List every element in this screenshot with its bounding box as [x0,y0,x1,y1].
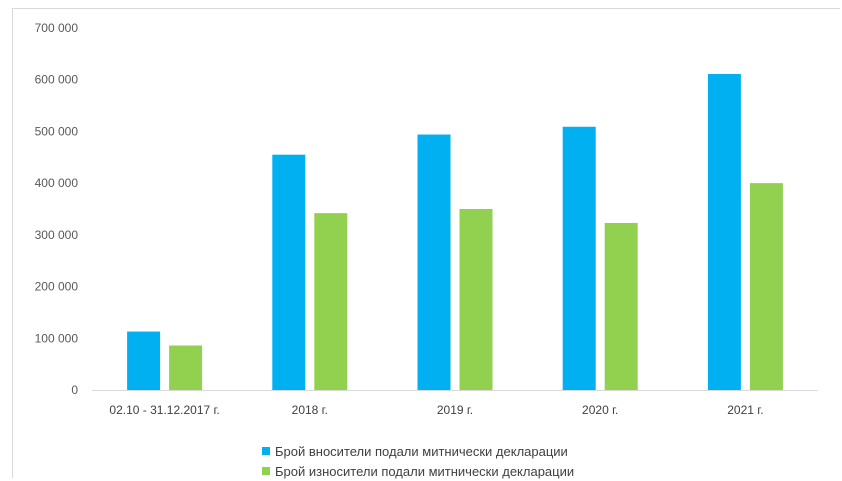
x-tick-label: 02.10 - 31.12.2017 г. [109,403,219,417]
y-tick-label: 0 [71,383,78,397]
y-tick-label: 300 000 [35,228,79,242]
legend-label-importers: Брой вносители подали митнически деклара… [275,443,568,459]
legend-item-importers: Брой вносители подали митнически деклара… [262,441,574,461]
y-tick-label: 200 000 [35,280,79,294]
y-axis-ticks: 0 100 000 200 000 300 000 400 000 500 000 600 … [35,21,79,397]
y-tick-label: 700 000 [35,21,79,35]
bar-exporters [459,209,493,390]
legend-item-exporters: Брой износители подали митнически деклар… [262,461,574,481]
legend: Брой вносители подали митнически деклара… [262,441,574,481]
bar-exporters [169,345,203,390]
bar-importers [417,134,451,390]
chart-frame [12,8,840,478]
bar-exporters [749,183,783,390]
x-tick-label: 2019 г. [437,403,473,417]
y-tick-label: 600 000 [35,73,79,87]
bar-importers [272,154,306,390]
bar-exporters [604,222,638,390]
legend-swatch-importers [262,447,270,455]
x-tick-label: 2018 г. [292,403,328,417]
legend-swatch-exporters [262,467,270,475]
legend-label-exporters: Брой износители подали митнически деклар… [275,463,575,479]
y-tick-label: 400 000 [35,176,79,190]
x-axis-ticks: 02.10 - 31.12.2017 г. 2018 г. 2019 г. 2020 … [109,403,763,417]
bar-importers [127,331,161,390]
y-tick-label: 500 000 [35,124,79,138]
bar-exporters [314,213,348,390]
x-tick-label: 2021 г. [727,403,763,417]
bar-importers [562,126,596,390]
x-tick-label: 2020 г. [582,403,618,417]
bar-importers [707,74,741,391]
bars [127,74,783,391]
y-tick-label: 100 000 [35,331,79,345]
